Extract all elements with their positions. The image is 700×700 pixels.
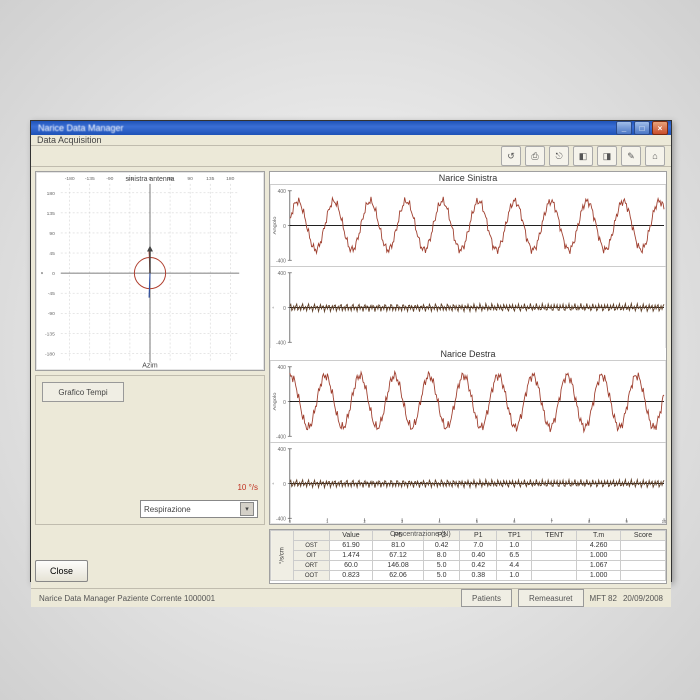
svg-text:0: 0 bbox=[52, 271, 55, 277]
svg-text:-180: -180 bbox=[65, 176, 75, 182]
toolbar-btn-1[interactable]: ⎙ bbox=[525, 146, 545, 166]
svg-text:-135: -135 bbox=[45, 331, 55, 337]
svg-text:180: 180 bbox=[226, 176, 234, 182]
svg-text:3: 3 bbox=[401, 519, 404, 524]
svg-text:0: 0 bbox=[283, 482, 286, 488]
toolbar-btn-2[interactable]: ⎋ bbox=[549, 146, 569, 166]
content-area: -180-180-135-135-90-90-45-45004545909013… bbox=[31, 167, 671, 588]
menubar: Data Acquisition bbox=[31, 135, 671, 146]
toolbar: ↺⎙⎋◧◨✎⌂ bbox=[31, 146, 671, 167]
svg-text:-400: -400 bbox=[276, 258, 286, 264]
svg-text:2: 2 bbox=[364, 519, 367, 524]
wave-title-top: Narice Sinistra bbox=[270, 172, 666, 184]
svg-text:-90: -90 bbox=[106, 176, 113, 182]
toolbar-btn-3[interactable]: ◧ bbox=[573, 146, 593, 166]
mft-label: MFT 82 bbox=[590, 594, 617, 603]
polar-chart: -180-180-135-135-90-90-45-45004545909013… bbox=[36, 172, 264, 370]
svg-text:180: 180 bbox=[47, 191, 55, 197]
maximize-button[interactable]: □ bbox=[634, 121, 650, 135]
svg-text:sinistra antenna: sinistra antenna bbox=[126, 176, 175, 183]
svg-text:400: 400 bbox=[278, 189, 286, 195]
svg-text:0: 0 bbox=[283, 400, 286, 406]
window-title: Narice Data Manager bbox=[34, 123, 124, 133]
chevron-down-icon: ▾ bbox=[240, 502, 254, 516]
polar-chart-panel: -180-180-135-135-90-90-45-45004545909013… bbox=[35, 171, 265, 371]
svg-text:1: 1 bbox=[326, 519, 329, 524]
toolbar-btn-6[interactable]: ⌂ bbox=[645, 146, 665, 166]
status-date: 20/09/2008 bbox=[623, 594, 663, 603]
svg-text:135: 135 bbox=[47, 211, 55, 217]
svg-text:135: 135 bbox=[206, 176, 214, 182]
svg-text:°: ° bbox=[272, 483, 278, 485]
svg-text:0: 0 bbox=[283, 224, 286, 230]
svg-text:0: 0 bbox=[283, 306, 286, 312]
svg-text:10: 10 bbox=[662, 519, 666, 524]
svg-text:6: 6 bbox=[513, 519, 516, 524]
svg-text:Angolo: Angolo bbox=[272, 217, 278, 235]
svg-text:400: 400 bbox=[278, 447, 286, 453]
statusbar: Narice Data Manager Paziente Corrente 10… bbox=[31, 588, 671, 607]
titlebar: Narice Data Manager _ □ × bbox=[31, 121, 671, 135]
close-btn[interactable]: Close bbox=[35, 560, 88, 582]
svg-text:5: 5 bbox=[476, 519, 479, 524]
svg-text:-400: -400 bbox=[276, 340, 286, 346]
svg-text:4: 4 bbox=[438, 519, 441, 524]
window-buttons: _ □ × bbox=[616, 121, 668, 135]
patients-button[interactable]: Patients bbox=[461, 589, 512, 607]
controls-panel: Grafico Tempi 10 °/s Respirazione ▾ bbox=[35, 375, 265, 525]
bottom-left-bar: Close bbox=[35, 529, 265, 584]
svg-text:-135: -135 bbox=[85, 176, 95, 182]
svg-text:45: 45 bbox=[49, 251, 55, 257]
waveform-row-0: -400 0 400 Angolo bbox=[270, 184, 666, 266]
svg-text:-180: -180 bbox=[45, 351, 55, 357]
combo-value: Respirazione bbox=[144, 505, 191, 514]
svg-text:°: ° bbox=[40, 271, 48, 274]
svg-text:-400: -400 bbox=[276, 434, 286, 440]
toolbar-btn-5[interactable]: ✎ bbox=[621, 146, 641, 166]
svg-text:0: 0 bbox=[289, 519, 292, 524]
tab-grafico[interactable]: Grafico Tempi bbox=[42, 382, 124, 402]
app-window: Narice Data Manager _ □ × Data Acquisiti… bbox=[30, 120, 672, 582]
svg-text:90: 90 bbox=[187, 176, 193, 182]
waveform-row-1: -400 0 400 ° bbox=[270, 266, 666, 348]
svg-text:Angolo: Angolo bbox=[272, 393, 278, 411]
toolbar-btn-4[interactable]: ◨ bbox=[597, 146, 617, 166]
mode-combo[interactable]: Respirazione ▾ bbox=[140, 500, 258, 518]
svg-text:9: 9 bbox=[625, 519, 628, 524]
waveforms-panel: Narice Sinistra-4000400Angolo-4000400°Na… bbox=[269, 171, 667, 525]
run-checkbox-label: 10 °/s bbox=[237, 483, 258, 492]
svg-text:400: 400 bbox=[278, 365, 286, 371]
svg-text:-90: -90 bbox=[48, 311, 55, 317]
minimize-button[interactable]: _ bbox=[616, 121, 632, 135]
svg-text:Azim: Azim bbox=[142, 362, 158, 369]
svg-text:-400: -400 bbox=[276, 516, 286, 522]
status-left: Narice Data Manager Paziente Corrente 10… bbox=[39, 594, 215, 603]
wave-title-mid: Narice Destra bbox=[270, 348, 666, 360]
svg-text:-45: -45 bbox=[48, 291, 55, 297]
svg-text:90: 90 bbox=[49, 231, 55, 237]
menu-item[interactable]: Data Acquisition bbox=[37, 135, 102, 145]
svg-text:400: 400 bbox=[278, 271, 286, 277]
data-table: °/s/cmValueP5P3P1TP1TENTT.mScoreOST61.90… bbox=[269, 529, 667, 584]
waveform-row-3: -4000400°012345678910 bbox=[270, 442, 666, 524]
toolbar-btn-0[interactable]: ↺ bbox=[501, 146, 521, 166]
svg-text:°: ° bbox=[272, 306, 278, 308]
close-button[interactable]: × bbox=[652, 121, 668, 135]
waveform-row-2: -400 0 400 Angolo bbox=[270, 360, 666, 442]
svg-text:8: 8 bbox=[588, 519, 591, 524]
svg-text:7: 7 bbox=[551, 519, 554, 524]
remeasure-button[interactable]: Remeasuret bbox=[518, 589, 584, 607]
